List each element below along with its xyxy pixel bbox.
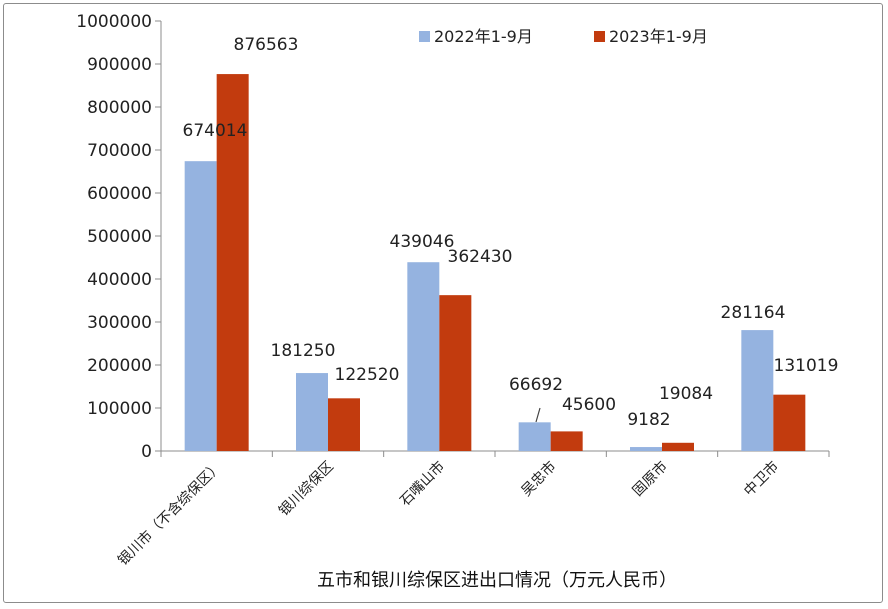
- bar: [184, 161, 217, 451]
- legend-label: 2023年1-9月: [609, 27, 708, 46]
- chart-title: 五市和银川综保区进出口情况（万元人民币）: [317, 570, 677, 591]
- data-label: 9182: [627, 410, 670, 430]
- bar: [216, 74, 249, 451]
- y-tick-label: 200000: [87, 356, 152, 376]
- bars: [184, 74, 806, 451]
- bar-chart: 0 100000 200000 300000 400000 500000 600000 700…: [76, 12, 839, 591]
- bar: [630, 447, 662, 451]
- x-category-label: 中卫市: [740, 458, 782, 500]
- legend-swatch: [594, 31, 605, 42]
- data-label: 19084: [659, 384, 713, 404]
- x-category-label: 银川综保区: [276, 459, 337, 520]
- x-tick-labels: 银川市（不含综保区） 银川综保区 石嘴山市 吴忠市 固原市 中卫市: [114, 458, 782, 569]
- bar: [662, 442, 694, 451]
- y-tick-label: 600000: [87, 184, 152, 204]
- data-label: 876563: [234, 35, 299, 55]
- x-category-label: 银川市（不含综保区）: [114, 458, 225, 569]
- chart-frame: 0 100000 200000 300000 400000 500000 600000 700…: [3, 3, 883, 603]
- legend-label: 2022年1-9月: [434, 27, 533, 46]
- legend-swatch: [419, 31, 430, 42]
- axes: 0 100000 200000 300000 400000 500000 600000 700…: [76, 12, 830, 462]
- x-category-label: 吴忠市: [518, 458, 560, 500]
- y-tick-label: 900000: [87, 55, 152, 75]
- leader-line: [535, 407, 541, 423]
- y-tick-label: 1000000: [76, 12, 152, 32]
- data-label: 674014: [183, 121, 248, 141]
- y-tick-label: 800000: [87, 98, 152, 118]
- y-tick-label: 700000: [87, 141, 152, 161]
- bar: [518, 422, 551, 451]
- x-category-label: 石嘴山市: [397, 458, 449, 510]
- data-label: 45600: [562, 395, 616, 415]
- y-tick-label: 500000: [87, 227, 152, 247]
- data-label: 122520: [335, 365, 400, 385]
- bar: [550, 431, 583, 451]
- data-label: 439046: [390, 232, 455, 252]
- y-tick-label: 100000: [87, 399, 152, 419]
- legend: 2022年1-9月 2023年1-9月: [419, 27, 708, 46]
- y-tick-label: 0: [141, 442, 152, 462]
- bar: [741, 330, 774, 451]
- y-tick-label: 300000: [87, 313, 152, 333]
- data-label: 181250: [271, 341, 336, 361]
- data-label: 362430: [448, 247, 513, 267]
- bar: [407, 262, 440, 451]
- data-label: 66692: [509, 375, 563, 395]
- bar: [773, 394, 806, 451]
- bar: [296, 373, 328, 451]
- bar: [328, 398, 360, 451]
- x-category-label: 固原市: [629, 458, 671, 500]
- bar: [439, 295, 472, 451]
- data-label: 131019: [774, 356, 839, 376]
- data-label: 281164: [721, 303, 786, 323]
- y-tick-label: 400000: [87, 270, 152, 290]
